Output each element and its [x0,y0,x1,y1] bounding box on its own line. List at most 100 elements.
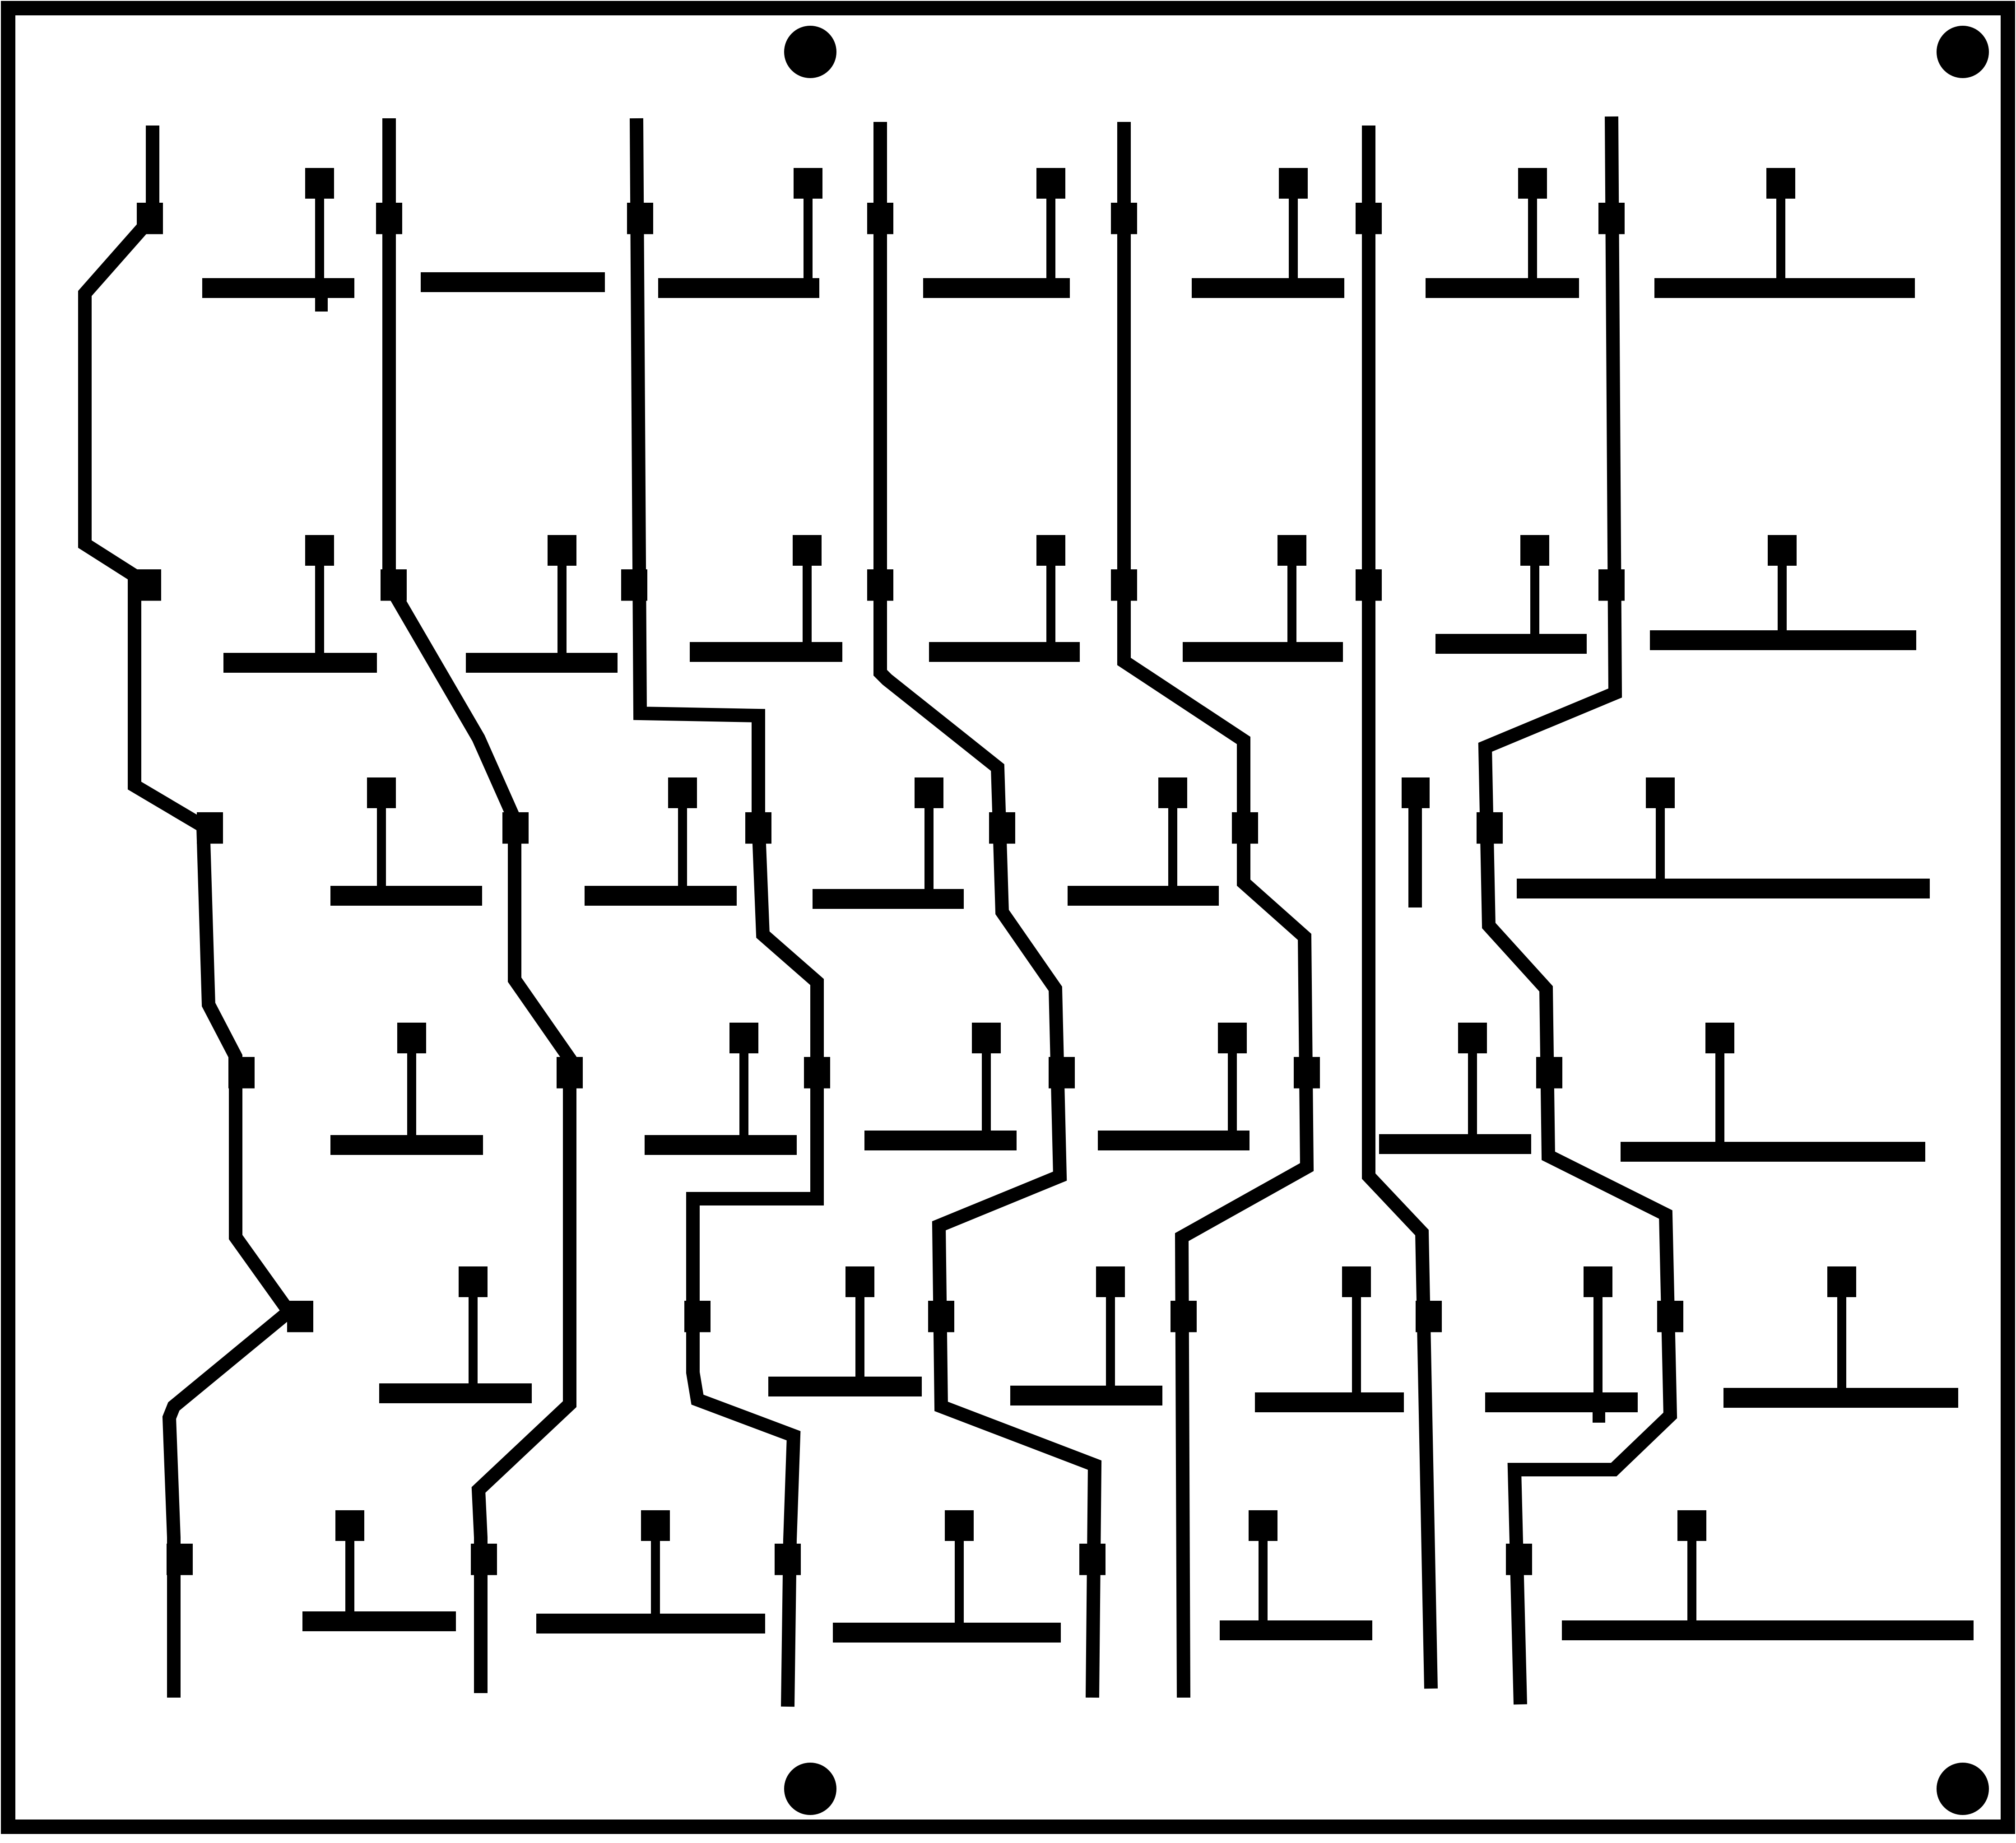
contact-bar [1183,642,1343,662]
contact-pad [668,777,697,808]
switch-pad [1111,203,1137,234]
contact-bar [330,1135,483,1155]
contact-bar [1435,634,1587,654]
contact-stub [1593,1411,1605,1423]
contact-stem [955,1537,964,1630]
contact-stem [345,1537,354,1619]
contact-pad [335,1510,364,1541]
contact-bar [1650,630,1916,650]
contact-stem [1106,1294,1115,1393]
contact-pad [1646,777,1675,808]
contact-bar [1654,278,1915,298]
mount-hole-3 [784,1763,836,1815]
switch-pad [1232,812,1258,844]
contact-bar [1485,1392,1638,1412]
contact-stem [557,562,567,660]
contact-bar [833,1623,1061,1643]
switch-pad [627,203,653,234]
mount-holes [784,26,1989,1815]
switch-pad [867,203,893,234]
contact-stem [315,195,324,285]
switch-pad [684,1301,711,1332]
switch-pad [1416,1301,1442,1332]
contact-stem [1837,1294,1846,1395]
contact-bar [1379,1134,1531,1154]
contact-stem [469,1294,478,1391]
contact-pad [1158,777,1187,808]
contact-stub [315,298,328,312]
contact-pad [1458,1023,1487,1053]
contact-pad [1036,168,1065,199]
switch-pad [1506,1544,1532,1575]
switch-pad [1356,569,1382,601]
contact-stem [1715,1050,1724,1149]
contact-pad [1402,777,1430,808]
switch-pad [1079,1544,1106,1575]
contact-pad [1584,1266,1612,1297]
contact-stem [924,805,934,896]
column-trace-5 [1117,122,1314,1698]
switch-pad [1356,203,1382,234]
contact-stem [1287,562,1296,649]
switch-pad [1171,1301,1197,1332]
switch-pad [381,569,407,601]
contact-bar [1192,278,1344,298]
mount-hole-2 [1937,26,1989,78]
contact-stem [1593,1294,1603,1400]
contact-bar [421,272,605,292]
switch-pad [1477,812,1503,844]
contact-bar [223,653,377,673]
switch-pad [197,812,223,844]
switch-pad [228,1057,255,1089]
switch-pad [557,1057,583,1089]
switch-pad [745,812,771,844]
contact-pad [1342,1266,1371,1297]
contact-bar [1068,886,1219,906]
contact-bar [585,886,737,906]
switch-pad [1598,569,1625,601]
contact-stem [739,1050,748,1142]
contact-stem [1259,1537,1268,1628]
contact-bar [690,642,842,662]
switch-pad [1598,203,1625,234]
contact-pad [1705,1023,1734,1053]
contact-bar [1562,1620,1974,1640]
contact-pad [945,1510,974,1541]
mount-hole-4 [1937,1763,1989,1815]
contact-pad [641,1510,670,1541]
contact-bar [466,653,618,673]
contact-pad [1096,1266,1125,1297]
contact-stem [651,1537,660,1621]
contact-bar [1010,1386,1162,1406]
switch-pad [376,203,402,234]
column-traces [78,116,1677,1707]
switch-pad [137,203,163,234]
contact-pad [1768,535,1797,566]
contact-stem [1528,195,1537,285]
column-trace-7 [1478,116,1677,1705]
contact-bar [536,1614,765,1634]
contact-stem [982,1050,991,1138]
switch-pad [621,569,647,601]
contact-pad [1277,535,1306,566]
switch-pad [1294,1057,1320,1089]
contact-pad [367,777,396,808]
contact-bar [923,278,1070,298]
contact-pad [1520,535,1549,566]
contact-bar [1098,1131,1250,1150]
contact-stem [1352,1294,1361,1400]
switch-pad [775,1544,801,1575]
contact-bar [1621,1142,1925,1162]
switch-pad [804,1057,830,1089]
contact-bar [1517,879,1930,898]
contact-pad [793,535,822,566]
contact-pad [794,168,822,199]
contact-bar [813,889,964,909]
contact-bar [1255,1392,1404,1412]
contact-bar [864,1131,1017,1150]
contact-stem [1289,195,1298,285]
contact-pad [1249,1510,1277,1541]
switch-pad [135,569,161,601]
contact-pad [548,535,576,566]
